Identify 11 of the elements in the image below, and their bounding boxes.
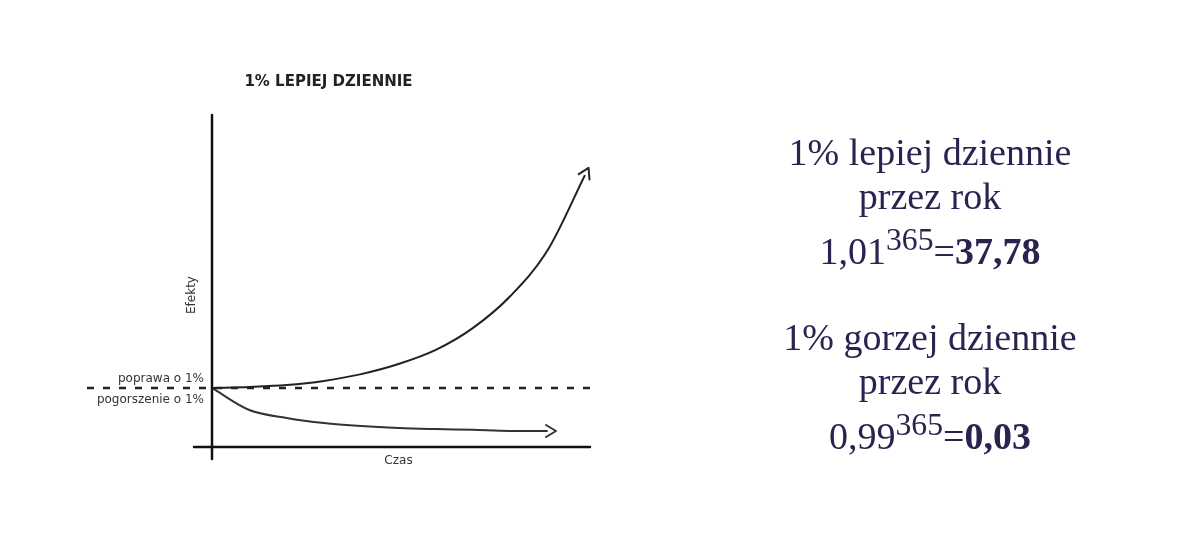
- text: 0,99$^{365}$=0,03: [828, 405, 1032, 458]
- y-axis-title: Efekty: [184, 276, 199, 314]
- annotation: poprawa o 1%: [117, 371, 204, 386]
- chart-title: 1% LEPIEJ DZIENNIE: [244, 71, 413, 90]
- text: 1% gorzej dziennie: [782, 314, 1078, 359]
- text: przez rok: [857, 358, 1003, 403]
- text: 1,01$^{365}$=37,78: [818, 221, 1042, 273]
- text: przez rok: [857, 174, 1003, 218]
- x-axis-title: Czas: [384, 453, 413, 468]
- text: 1% lepiej dziennie: [787, 130, 1073, 174]
- annotation: pogorszenie o 1%: [96, 392, 204, 407]
